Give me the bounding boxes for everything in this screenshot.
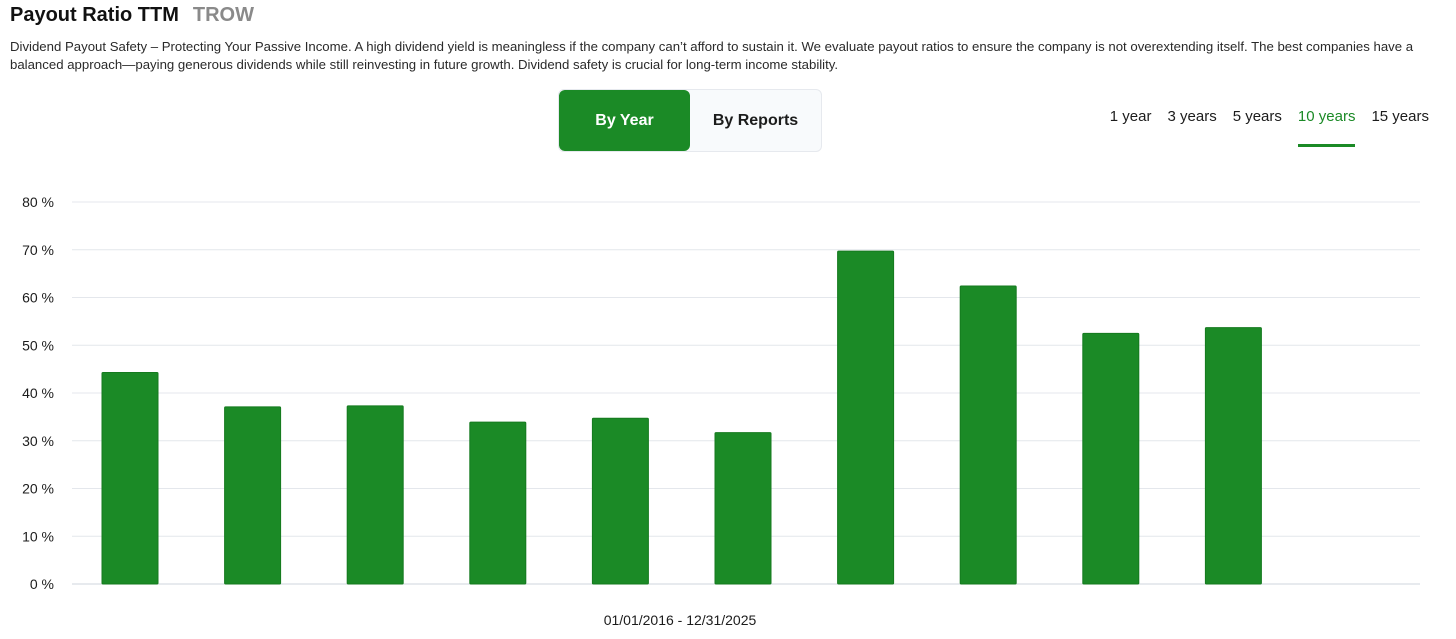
y-tick-label: 30 % [22,433,54,449]
bar-2022[interactable] [837,250,895,585]
by-year-button[interactable]: By Year [559,90,690,151]
bar-2018[interactable] [346,405,404,585]
bar-2025[interactable] [1204,327,1262,585]
period-5-years[interactable]: 5 years [1232,108,1282,125]
y-tick-label: 10 % [22,528,54,544]
period-15-years[interactable]: 15 years [1371,108,1429,125]
bar-2023[interactable] [959,285,1017,585]
title-row: Payout Ratio TTM TROW [10,4,254,27]
period-3-years[interactable]: 3 years [1167,108,1217,125]
bar-2019[interactable] [469,421,527,585]
bar-2021[interactable] [714,432,772,585]
by-reports-button[interactable]: By Reports [712,111,799,129]
y-tick-label: 60 % [22,290,54,306]
page-title: Payout Ratio TTM [10,4,179,26]
y-tick-label: 0 % [30,576,54,592]
y-tick-label: 80 % [22,194,54,210]
view-toggle: By Year By Reports [558,89,822,152]
y-tick-label: 70 % [22,242,54,258]
period-10-years[interactable]: 10 years [1297,108,1355,147]
y-tick-label: 20 % [22,481,54,497]
y-tick-label: 50 % [22,337,54,353]
bar-2024[interactable] [1082,332,1140,585]
ticker-symbol: TROW [192,4,254,26]
date-range-label: 01/01/2016 - 12/31/2025 [603,612,757,628]
bar-2017[interactable] [224,406,282,585]
y-tick-label: 40 % [22,385,54,401]
period-1-year[interactable]: 1 year [1109,108,1152,125]
bar-2016[interactable] [101,371,159,585]
bar-2020[interactable] [591,417,649,585]
period-selector: 1 year 3 years 5 years 10 years 15 years [1110,108,1429,147]
description-text: Dividend Payout Safety – Protecting Your… [10,39,1414,72]
